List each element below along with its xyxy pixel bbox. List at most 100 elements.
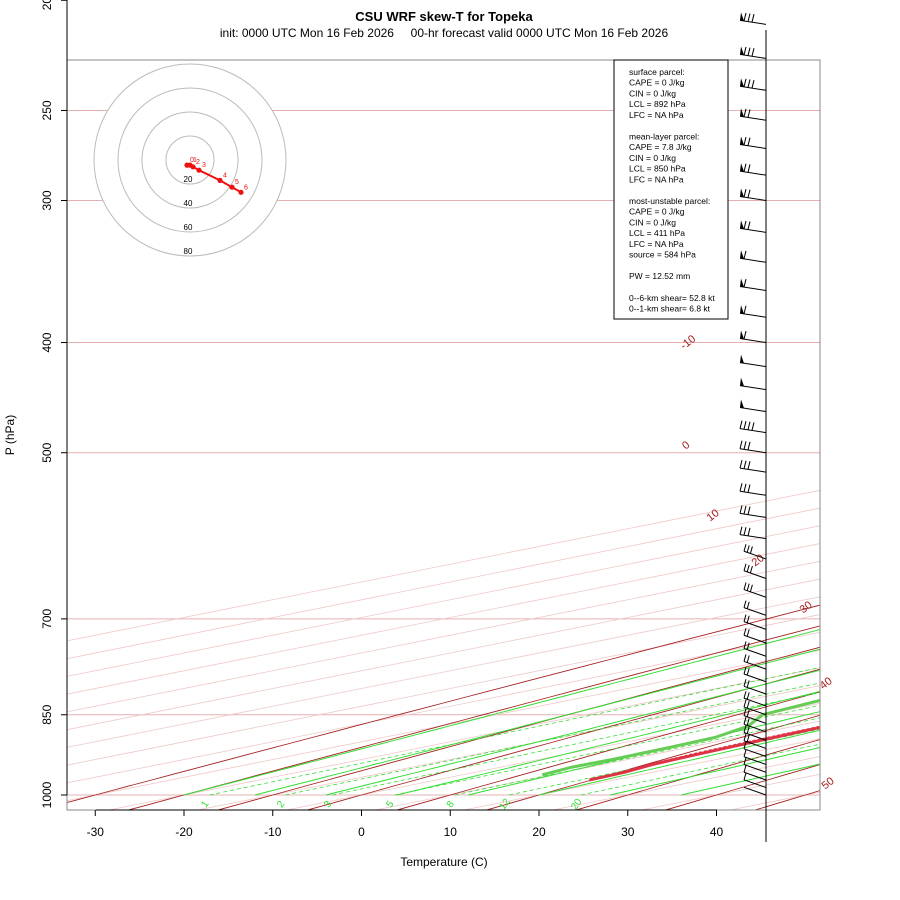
wind-barb-feather <box>747 527 751 536</box>
wind-barb <box>743 550 767 560</box>
wind-barb-feather <box>749 546 753 554</box>
wind-barb <box>743 764 767 773</box>
wind-barb <box>743 621 767 630</box>
wind-barb-feather <box>743 741 747 749</box>
wind-barb <box>739 85 767 91</box>
wind-barb-pennant <box>740 377 744 387</box>
wind-barb-feather <box>747 47 751 56</box>
hodograph-point <box>190 164 196 170</box>
y-tick-label: 400 <box>40 332 54 352</box>
wind-barb-feather <box>743 220 747 230</box>
wind-barb <box>739 143 767 149</box>
wind-barb-feather <box>747 189 751 198</box>
wind-barb-feather <box>751 79 755 89</box>
wind-barb-feather <box>746 718 750 726</box>
wind-barb-feather <box>743 188 747 198</box>
dry-adiabat-line <box>395 691 820 810</box>
wind-barb-feather <box>746 642 750 650</box>
mixing-ratio-label: 1 <box>199 799 211 810</box>
y-tick-label: 500 <box>40 442 54 462</box>
parcel-info-line: CIN = 0 J/kg <box>629 88 676 98</box>
isotherm-line <box>67 578 820 731</box>
wind-barb-pennant <box>740 305 744 314</box>
isotherm-line <box>816 809 820 810</box>
wind-barb-feather <box>746 601 750 609</box>
parcel-info-line: LFC = NA hPa <box>629 239 684 249</box>
wind-barb-feather <box>743 628 747 636</box>
x-tick-label: 0 <box>358 825 365 839</box>
wind-barb-feather <box>749 565 753 574</box>
parcel-info-line: CAPE = 7.8 J/kg <box>629 142 692 152</box>
parcel-info-line: LCL = 892 hPa <box>629 99 686 109</box>
wind-barb-feather <box>743 250 747 260</box>
wind-barb-feather <box>747 109 751 118</box>
wind-barb-feather <box>746 583 750 591</box>
wind-barb <box>743 697 767 707</box>
wind-barb-feather <box>743 733 747 741</box>
wind-barb <box>743 648 767 657</box>
hodograph-point <box>229 184 235 190</box>
wind-barb <box>739 490 767 496</box>
wind-barb <box>739 534 767 540</box>
parcel-info-line: 0--6-km shear= 52.8 kt <box>629 293 715 303</box>
hodograph-point-label: 1 <box>193 157 197 164</box>
wind-barb <box>743 771 767 781</box>
wind-barb-feather <box>743 691 747 699</box>
isotherm-label: 0 <box>680 439 692 452</box>
y-axis-label: P (hPa) <box>3 415 17 455</box>
x-tick-label: 40 <box>710 825 724 839</box>
hodograph-ring-label: 20 <box>184 175 193 184</box>
wind-barb-feather <box>746 655 750 663</box>
hodograph-ring-label: 80 <box>184 247 193 256</box>
dry-adiabat-line <box>67 604 820 804</box>
wind-barb <box>739 115 767 121</box>
wind-barb-feather <box>743 505 747 515</box>
wind-barb <box>743 589 767 598</box>
wind-barb-feather <box>751 48 755 57</box>
hodograph-ring-label: 60 <box>184 223 193 232</box>
x-tick-label: -20 <box>175 825 193 839</box>
wind-barb-feather <box>743 641 747 649</box>
wind-barb-pennant <box>740 136 744 146</box>
wind-barb-feather <box>743 544 747 552</box>
x-tick-label: 10 <box>444 825 458 839</box>
wind-barb <box>743 673 767 683</box>
hodograph-ring <box>165 135 215 185</box>
wind-barb-feather <box>743 717 747 725</box>
wind-barb-feather <box>743 708 747 716</box>
isotherm-label: 40 <box>818 675 835 692</box>
parcel-info-line: LCL = 850 hPa <box>629 164 686 174</box>
x-axis-label: Temperature (C) <box>400 855 487 869</box>
parcel-info-frame <box>613 59 729 320</box>
wind-barb <box>743 786 767 796</box>
wind-barb-feather <box>751 422 755 431</box>
wind-barb-feather <box>743 600 747 608</box>
wind-barb <box>743 607 767 616</box>
parcel-info-line: mean-layer parcel: <box>629 132 699 142</box>
moist-adiabat-line <box>254 648 820 796</box>
wind-barb-feather <box>746 726 750 734</box>
wind-barbs <box>739 12 767 842</box>
wind-barb-feather <box>746 701 750 709</box>
isotherm-line <box>67 543 820 695</box>
isotherm-label: -10 <box>678 333 698 352</box>
dewpoint-profile <box>541 698 820 777</box>
wind-barb-feather <box>739 420 743 429</box>
profile-lines <box>541 698 820 782</box>
wind-barb <box>743 779 767 789</box>
wind-barb <box>739 338 767 344</box>
wind-barb-feather <box>746 667 750 676</box>
wind-barb <box>743 685 767 695</box>
wind-barb-feather <box>739 483 743 492</box>
parcel-info-line: CAPE = 0 J/kg <box>629 207 685 217</box>
wind-barb-feather <box>739 459 743 469</box>
wind-barb-pennant <box>740 399 744 409</box>
wind-barb-feather <box>743 582 747 590</box>
mixing-ratio-label: 5 <box>384 799 396 810</box>
wind-barb-feather <box>751 14 755 23</box>
mixing-ratio-label: 2 <box>275 799 287 810</box>
wind-barb-feather <box>746 680 750 688</box>
x-tick-label: -10 <box>264 825 282 839</box>
wind-barb-pennant <box>740 354 744 364</box>
